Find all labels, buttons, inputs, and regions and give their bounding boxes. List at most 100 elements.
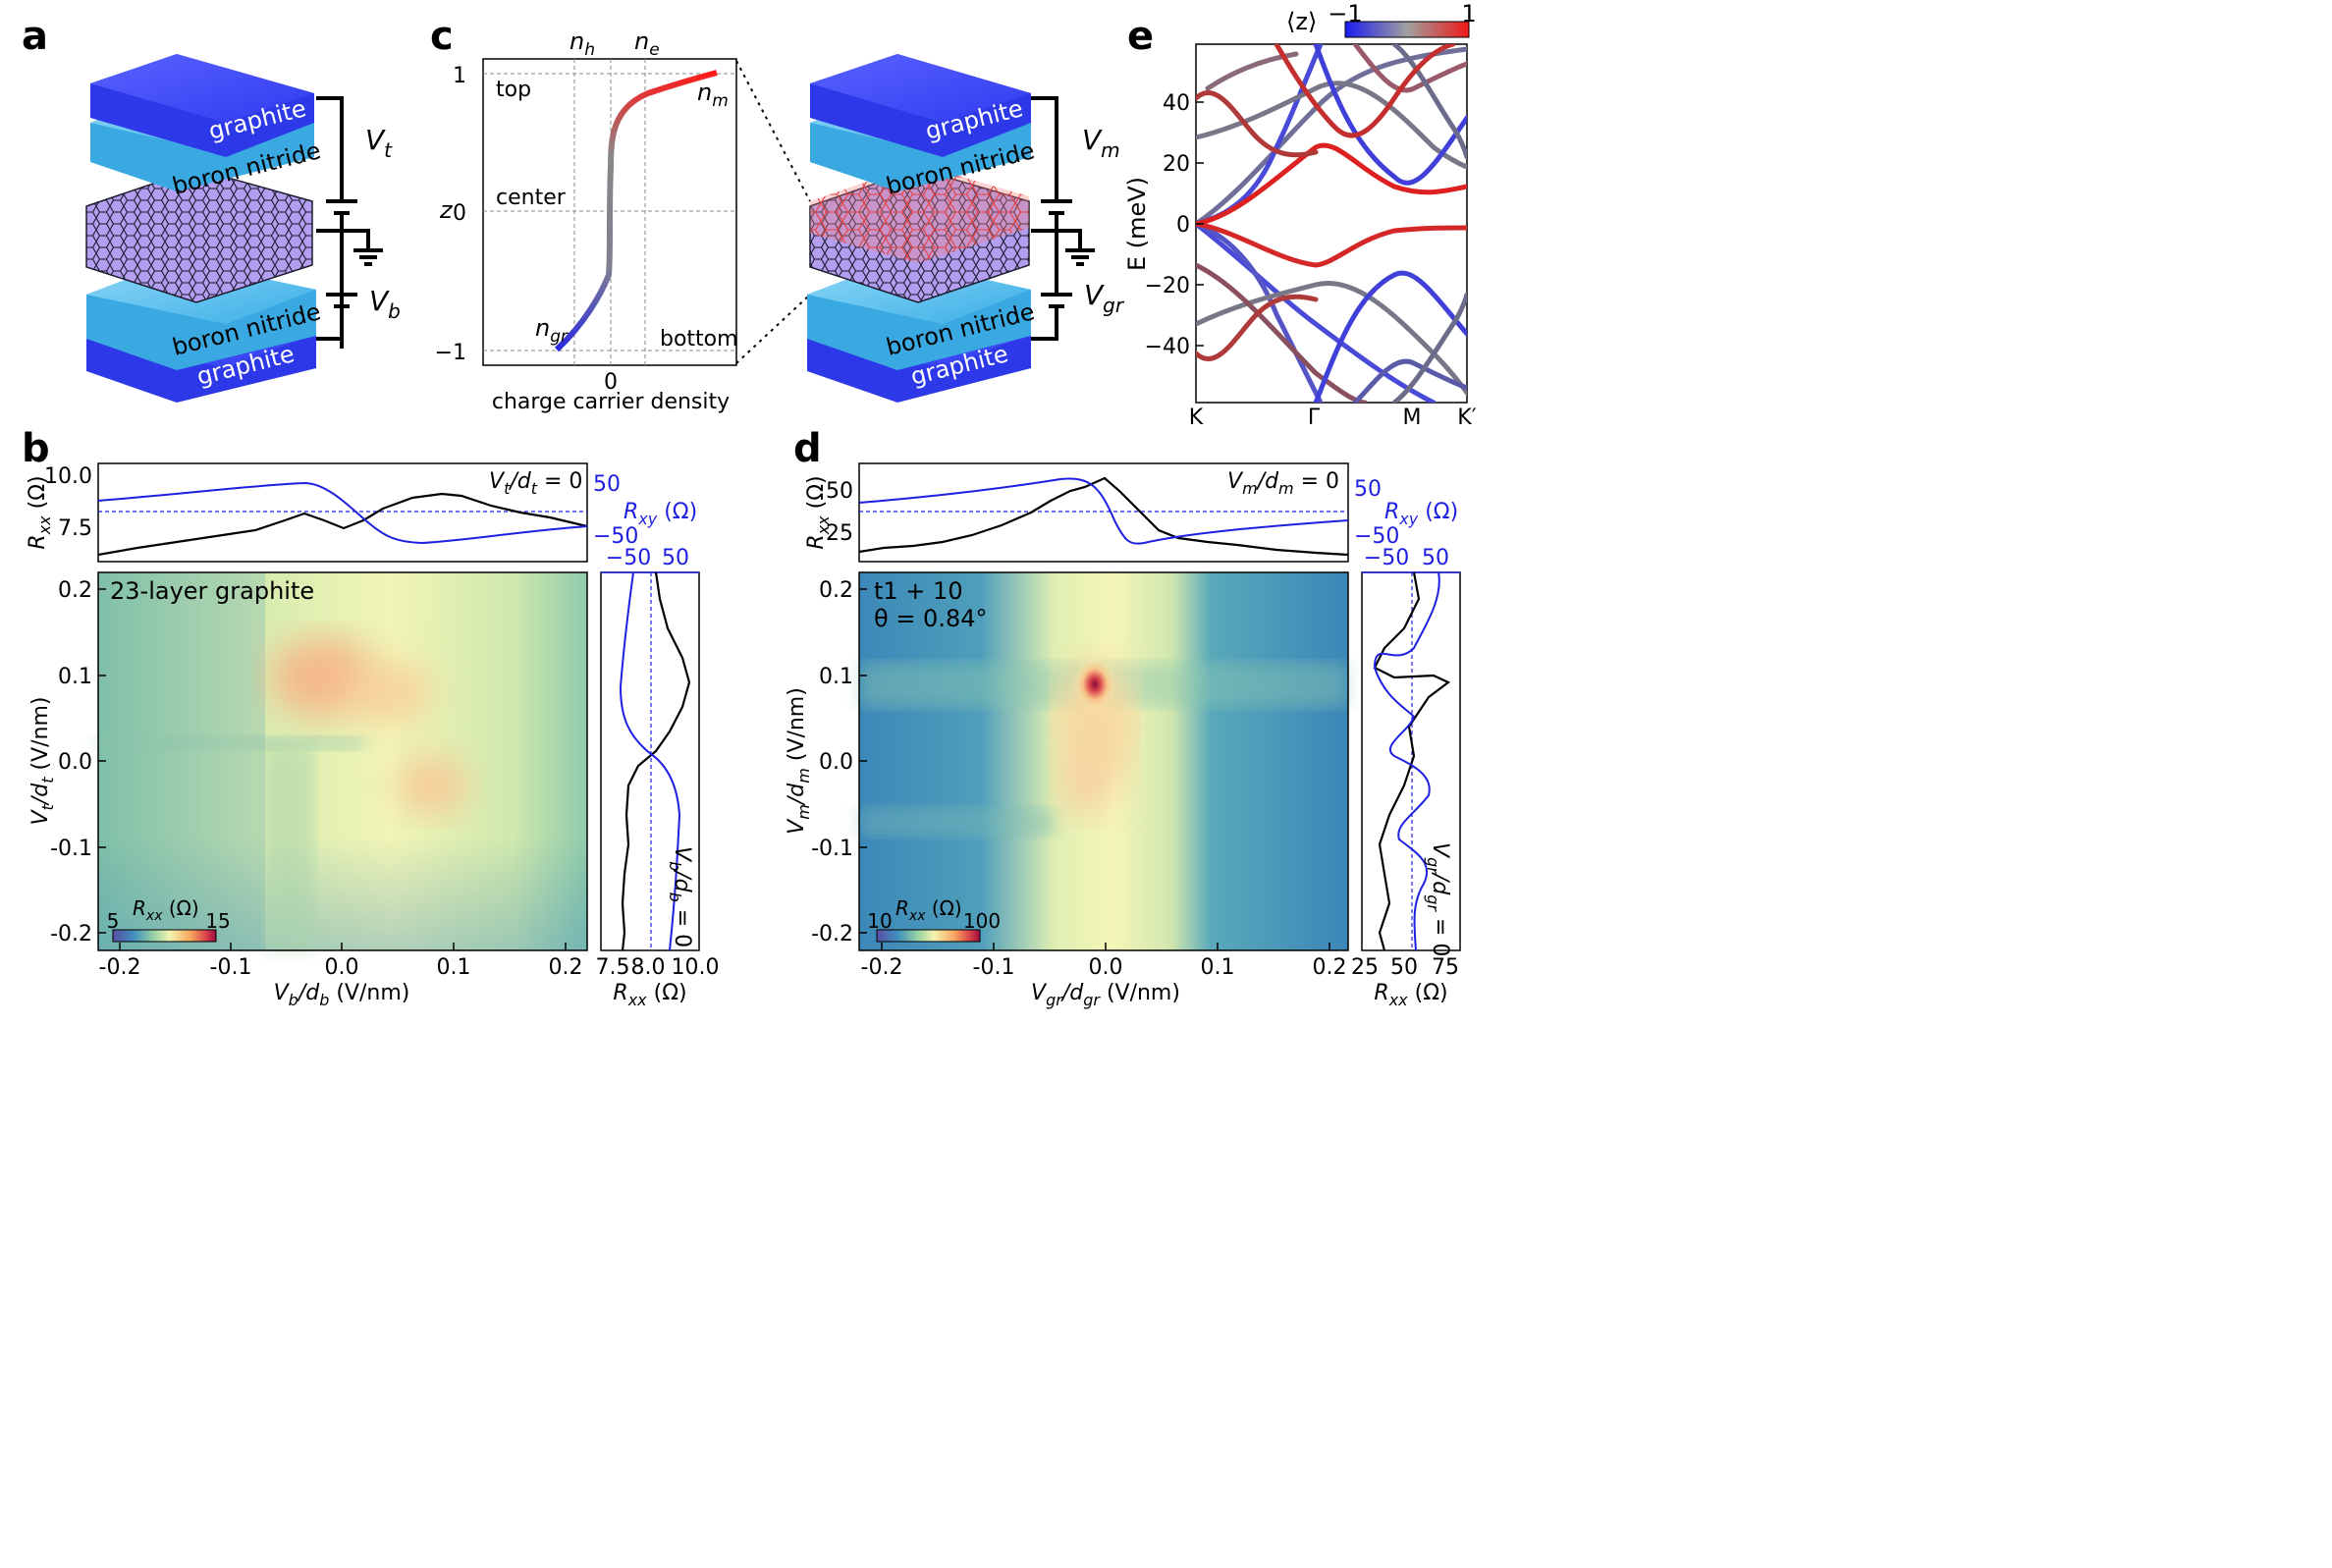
d-colorbar-max: 100 bbox=[963, 909, 1001, 933]
d-ytick-m0.1: -0.1 bbox=[811, 837, 853, 861]
d-top-rxy bbox=[858, 477, 1349, 545]
device-schematic-c: graphite boron nitride boron nitride gra… bbox=[807, 54, 1125, 403]
panel-e-plot: ⟨z⟩ −1 1 40 20 bbox=[1123, 0, 1477, 430]
b-main-annotation: 23-layer graphite bbox=[110, 577, 314, 605]
b-xtick-m0.2: -0.2 bbox=[99, 955, 141, 980]
d-main-annotation-2: θ = 0.84° bbox=[874, 605, 988, 632]
c-ytick-1: 1 bbox=[453, 64, 466, 88]
panel-label-a: a bbox=[22, 14, 48, 59]
b-colorbar-min: 5 bbox=[107, 909, 120, 933]
c-ytick-m1: −1 bbox=[435, 341, 466, 365]
colorbar-z-label: ⟨z⟩ bbox=[1286, 8, 1317, 35]
b-ylabel: Vt/dt (V/nm) bbox=[28, 696, 57, 825]
d-right-xlabel: Rxx (Ω) bbox=[1374, 981, 1447, 1009]
d-main-annotation-1: t1 + 10 bbox=[874, 577, 963, 605]
d-colorbar-label: Rxx (Ω) bbox=[895, 896, 962, 924]
b-xtick-m0.1: -0.1 bbox=[210, 955, 252, 980]
d-colorbar bbox=[876, 929, 981, 943]
d-top-ytick-right-50: 50 bbox=[1354, 477, 1382, 502]
d-top-ylabel-left: Rxx (Ω) bbox=[804, 475, 833, 549]
d-xtick-0.2: 0.2 bbox=[1313, 955, 1347, 980]
d-right-annotation: Vgr/dgr = 0 bbox=[1424, 842, 1452, 956]
panel-label-e: e bbox=[1127, 14, 1154, 59]
voltage-vgr: Vgr bbox=[1084, 279, 1125, 317]
d-right-xtick-50: 50 bbox=[1390, 955, 1418, 980]
e-xtick-Kprime: K′ bbox=[1457, 406, 1476, 430]
c-ytick-0: 0 bbox=[453, 201, 466, 226]
panel-c-axes bbox=[482, 58, 737, 366]
voltage-vb: Vb bbox=[369, 285, 401, 323]
b-colorbar bbox=[112, 929, 217, 943]
d-xtick-0.0: 0.0 bbox=[1089, 955, 1123, 980]
panel-label-b: b bbox=[22, 426, 50, 471]
c-ylabel: z bbox=[439, 196, 454, 224]
panel-label-c: c bbox=[430, 14, 454, 59]
e-ytick-40: 40 bbox=[1163, 91, 1190, 116]
d-peak bbox=[1073, 657, 1116, 712]
b-ytick-m0.1: -0.1 bbox=[50, 837, 92, 861]
c-region-bottom: bottom bbox=[660, 327, 738, 351]
c-curve-label-nm: nm bbox=[697, 79, 729, 111]
d-top-rxx bbox=[858, 476, 1349, 557]
d-right-top-tick-m50: −50 bbox=[1364, 546, 1409, 570]
e-ytick-m20: −20 bbox=[1145, 274, 1190, 298]
d-ytick-0.2: 0.2 bbox=[819, 578, 853, 603]
voltage-vt: Vt bbox=[365, 124, 393, 162]
b-right-top-tick-50: 50 bbox=[662, 546, 689, 570]
d-top-ytick-right-m50: −50 bbox=[1354, 524, 1399, 549]
b-right-top-tick-m50: −50 bbox=[606, 546, 651, 570]
d-ytick-m0.2: -0.2 bbox=[811, 922, 853, 946]
c-xlabel: charge carrier density bbox=[492, 390, 730, 414]
b-top-ytick-7.5: 7.5 bbox=[58, 516, 92, 541]
b-right-xtick-8.0: 8.0 bbox=[631, 955, 666, 980]
d-ytick-0.0: 0.0 bbox=[819, 750, 853, 775]
d-right-rxx bbox=[1373, 571, 1451, 951]
b-right-rxy bbox=[619, 571, 681, 951]
b-top-rxx bbox=[97, 492, 588, 557]
b-colorbar-max: 15 bbox=[205, 909, 230, 933]
b-ytick-0.0: 0.0 bbox=[58, 750, 92, 775]
colorbar-z-min: −1 bbox=[1328, 0, 1362, 27]
d-ytick-0.1: 0.1 bbox=[819, 665, 853, 689]
colorbar-z-max: 1 bbox=[1461, 0, 1476, 27]
b-xlabel: Vb/db (V/nm) bbox=[274, 981, 410, 1009]
b-top-ylabel-left: Rxx (Ω) bbox=[26, 475, 54, 549]
b-top-rxy bbox=[97, 481, 588, 545]
d-top-axes bbox=[858, 462, 1349, 563]
device-schematic-a: graphite boron nitride boron nitride gra… bbox=[85, 54, 401, 403]
d-right-rxy bbox=[1373, 571, 1440, 951]
b-ytick-0.2: 0.2 bbox=[58, 578, 92, 603]
panel-b: 10.0 7.5 Rxx (Ω) 50 −50 Rxy (Ω) Vt/dt = … bbox=[26, 462, 720, 1009]
b-xtick-0.2: 0.2 bbox=[549, 955, 583, 980]
c-region-center: center bbox=[496, 186, 567, 210]
b-right-xlabel: Rxx (Ω) bbox=[613, 981, 686, 1009]
colorbar-z bbox=[1344, 21, 1470, 38]
d-right-xtick-25: 25 bbox=[1351, 955, 1379, 980]
d-xtick-0.1: 0.1 bbox=[1201, 955, 1235, 980]
d-ylabel: Vm/dm (V/nm) bbox=[785, 687, 813, 835]
b-top-ytick-right-50: 50 bbox=[593, 472, 621, 497]
panel-c-plot: 1 0 −1 z 0 charge carrier density nh ne … bbox=[435, 27, 811, 414]
d-xtick-m0.2: -0.2 bbox=[861, 955, 903, 980]
e-xtick-M: M bbox=[1403, 406, 1422, 430]
b-xtick-0.0: 0.0 bbox=[325, 955, 359, 980]
b-right-xtick-10: 10.0 bbox=[672, 955, 720, 980]
panel-d: 50 25 Rxx (Ω) 50 −50 Rxy (Ω) Vm/dm = 0 t… bbox=[785, 462, 1461, 1009]
e-ytick-20: 20 bbox=[1163, 152, 1190, 177]
d-top-ylabel-right: Rxy (Ω) bbox=[1384, 500, 1458, 528]
c-xtick-0: 0 bbox=[604, 370, 618, 395]
d-right-top-tick-50: 50 bbox=[1422, 546, 1449, 570]
b-colorbar-label: Rxx (Ω) bbox=[133, 896, 199, 924]
d-top-annotation: Vm/dm = 0 bbox=[1227, 469, 1339, 498]
c-top-label-nh: nh bbox=[569, 27, 595, 60]
voltage-vm: Vm bbox=[1082, 124, 1120, 162]
d-colorbar-min: 10 bbox=[867, 909, 892, 933]
b-top-annotation: Vt/dt = 0 bbox=[489, 469, 582, 498]
b-top-ytick-right-m50: −50 bbox=[593, 524, 638, 549]
b-top-ytick-10: 10.0 bbox=[44, 464, 92, 489]
e-ytick-m40: −40 bbox=[1145, 335, 1190, 359]
b-right-annotation: Vb/db = 0 bbox=[666, 846, 694, 947]
c-curve-label-ngr: ngr bbox=[535, 314, 569, 347]
b-right-rxx bbox=[621, 571, 691, 951]
